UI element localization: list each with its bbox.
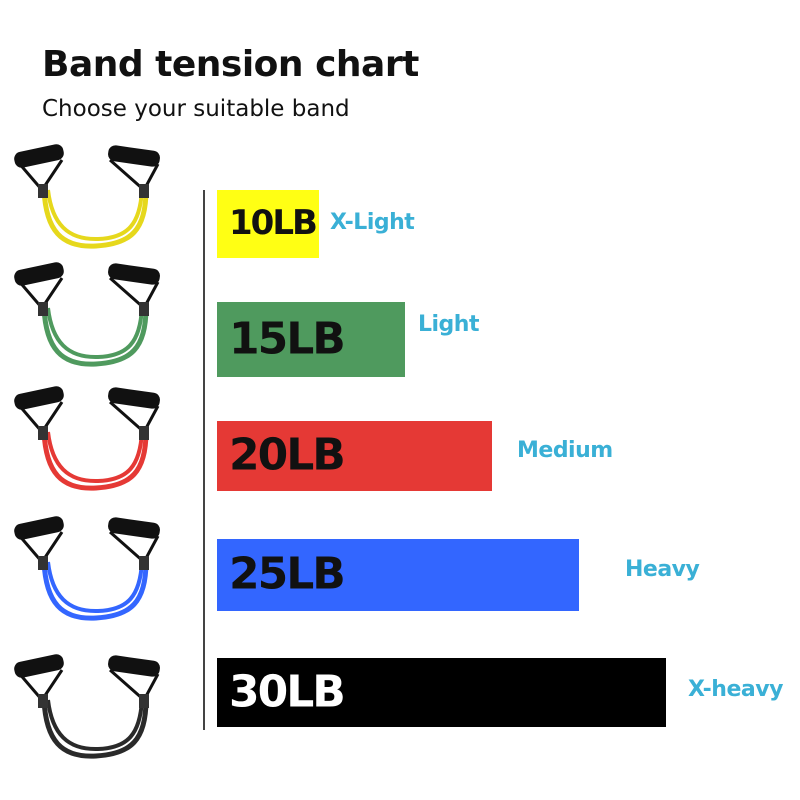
bar-light: 15LB bbox=[217, 302, 406, 377]
category-label: Light bbox=[418, 311, 480, 337]
red-resistance-band-icon bbox=[14, 386, 160, 491]
bar-data-label: 25LB bbox=[229, 548, 346, 600]
category-label: X-heavy bbox=[688, 676, 783, 702]
axis-line bbox=[203, 190, 205, 730]
category-label: Heavy bbox=[625, 557, 700, 582]
bar-heavy: 25LB bbox=[217, 539, 579, 611]
bar-data-label: 10LB bbox=[229, 203, 318, 244]
bar-x-heavy: 30LB bbox=[217, 658, 666, 727]
black-resistance-band-icon bbox=[14, 654, 160, 759]
category-label: X-Light bbox=[330, 210, 415, 235]
blue-resistance-band-icon bbox=[14, 516, 160, 621]
chart-title: Band tension chart bbox=[42, 44, 419, 85]
bar-data-label: 15LB bbox=[229, 312, 346, 364]
yellow-resistance-band-icon bbox=[14, 144, 160, 249]
bar-data-label: 20LB bbox=[229, 429, 346, 481]
bar-medium: 20LB bbox=[217, 421, 492, 491]
bar-data-label: 30LB bbox=[229, 665, 346, 717]
bar-x-light: 10LB bbox=[217, 190, 319, 258]
category-label: Medium bbox=[517, 438, 613, 463]
chart-subtitle: Choose your suitable band bbox=[42, 96, 350, 122]
green-resistance-band-icon bbox=[14, 262, 160, 367]
